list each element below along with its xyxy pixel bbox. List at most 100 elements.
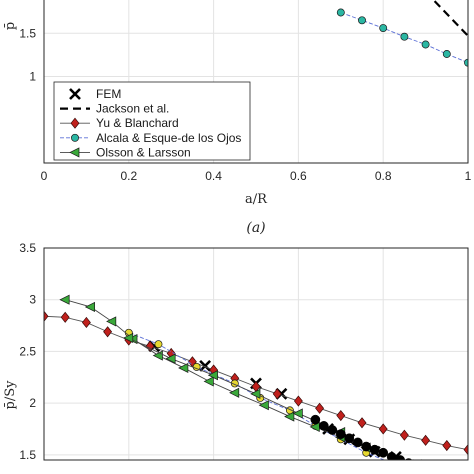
legend-swatch bbox=[69, 147, 80, 158]
panel-a-caption: (a) bbox=[246, 220, 265, 236]
x-tick-label: 0.6 bbox=[290, 169, 307, 183]
data-point-yu-blanchard bbox=[315, 402, 325, 414]
panel-b-y-axis-label: p̄/Sy bbox=[3, 380, 18, 410]
data-point-yu-blanchard bbox=[463, 444, 468, 456]
data-point-fem bbox=[327, 425, 338, 435]
data-point-olsson-larsson bbox=[84, 301, 95, 313]
x-tick-label: 0.4 bbox=[205, 169, 222, 183]
data-point-alcala-esque-de-los-ojos bbox=[442, 50, 451, 58]
legend-swatch bbox=[70, 117, 80, 129]
x-tick-label: 0 bbox=[41, 169, 48, 183]
data-point-fem bbox=[438, 467, 448, 474]
data-point-olsson-larsson bbox=[292, 408, 303, 419]
data-point-olsson-larsson bbox=[258, 400, 269, 411]
data-point-alcala-esque-de-los-ojos bbox=[154, 340, 163, 349]
data-point-fem bbox=[318, 421, 329, 431]
y-tick-label: 1 bbox=[29, 70, 36, 84]
series-line-jackson-et-al bbox=[432, 0, 468, 37]
panel-a-frame bbox=[43, 0, 469, 164]
legend-item-fem: FEM bbox=[69, 87, 121, 101]
data-point-fem bbox=[361, 441, 372, 452]
data-point-yu-blanchard bbox=[60, 311, 70, 323]
data-point-olsson-larsson bbox=[178, 362, 189, 374]
data-point-fem bbox=[344, 433, 355, 444]
series-line-alcala-esque-de-los-ojos bbox=[128, 332, 386, 460]
data-point-yu-blanchard bbox=[103, 326, 113, 338]
legend-item-jackson-et-al: Jackson et al. bbox=[60, 102, 169, 116]
series-jackson-et-al bbox=[432, 0, 468, 37]
data-point-yu-blanchard bbox=[44, 310, 49, 322]
legend-label: Jackson et al. bbox=[96, 102, 169, 116]
legend-label: Alcala & Esque-de los Ojos bbox=[96, 131, 241, 145]
data-point-alcala-esque-de-los-ojos bbox=[421, 40, 430, 49]
data-point-yu-blanchard bbox=[272, 388, 282, 400]
data-point-yu-blanchard bbox=[336, 409, 346, 422]
data-point-yu-blanchard bbox=[399, 429, 409, 441]
legend-item-olsson-larsson: Olsson & Larsson bbox=[60, 145, 191, 159]
data-point-fem bbox=[421, 465, 430, 474]
y-tick-label: 2.5 bbox=[19, 344, 36, 358]
data-point-fem bbox=[459, 469, 469, 474]
data-point-fem bbox=[412, 459, 422, 460]
y-tick-label: 2 bbox=[29, 396, 36, 410]
panel-b-plot-area bbox=[44, 248, 468, 460]
data-point-yu-blanchard bbox=[357, 417, 367, 429]
x-tick-label: 0.2 bbox=[120, 169, 137, 183]
data-point-fem bbox=[310, 414, 321, 425]
legend-box bbox=[53, 81, 251, 161]
series-alcala-esque-de-los-ojos bbox=[336, 8, 468, 67]
legend-item-alcala-esque-de-los-ojos: Alcala & Esque-de los Ojos bbox=[60, 131, 241, 145]
data-point-olsson-larsson bbox=[59, 294, 70, 305]
data-point-olsson-larsson bbox=[165, 353, 176, 364]
data-point-olsson-larsson bbox=[284, 411, 295, 422]
data-point-alcala-esque-de-los-ojos bbox=[400, 32, 409, 41]
legend-label: Yu & Blanchard bbox=[96, 116, 179, 130]
y-tick-label: 3 bbox=[29, 293, 36, 307]
panel-b-frame bbox=[43, 247, 469, 461]
panel-a-series bbox=[336, 0, 468, 67]
data-point-olsson-larsson bbox=[229, 387, 240, 398]
data-point-alcala-esque-de-los-ojos bbox=[414, 467, 421, 474]
data-point-olsson-larsson bbox=[207, 370, 218, 381]
data-point-alcala-esque-de-los-ojos bbox=[379, 24, 388, 33]
panel-a-tick-labels: 0 0.2 0.4 0.6 0.8 1 1 1.5 bbox=[19, 26, 471, 183]
data-point-yu-blanchard bbox=[442, 439, 452, 452]
legend-item-yu-blanchard: Yu & Blanchard bbox=[60, 116, 179, 130]
x-tick-label: 0.8 bbox=[375, 169, 392, 183]
series-line-olsson-larsson bbox=[128, 337, 341, 433]
data-point-alcala-esque-de-los-ojos bbox=[336, 8, 345, 17]
panel-a-y-axis-label: p̄ bbox=[3, 22, 18, 30]
data-point-yu-blanchard bbox=[293, 395, 303, 407]
x-tick-label: 1 bbox=[465, 169, 472, 183]
data-point-olsson-larsson bbox=[250, 388, 261, 399]
data-point-fem bbox=[378, 447, 389, 458]
data-point-olsson-larsson bbox=[123, 332, 134, 344]
data-point-fem bbox=[352, 437, 363, 448]
data-point-fem bbox=[369, 444, 380, 455]
y-tick-label: 3.5 bbox=[19, 241, 36, 255]
data-point-yu-blanchard bbox=[421, 434, 431, 446]
panel-a-x-axis-label: a/R bbox=[245, 192, 268, 207]
panel-a-chart: 0 0.2 0.4 0.6 0.8 1 1 1.5 a/R p̄ (a) FEMJackson… bbox=[3, 0, 472, 236]
legend-label: Olsson & Larsson bbox=[96, 145, 191, 159]
data-point-fem bbox=[413, 462, 422, 471]
data-point-yu-blanchard bbox=[378, 423, 388, 435]
data-point-alcala-esque-de-los-ojos bbox=[358, 16, 366, 25]
data-point-yu-blanchard bbox=[81, 316, 91, 329]
legend-swatch bbox=[69, 88, 81, 100]
data-point-olsson-larsson bbox=[203, 376, 214, 387]
data-point-fem bbox=[386, 452, 397, 460]
y-tick-label: 1.5 bbox=[19, 448, 36, 462]
panel-b-series bbox=[44, 294, 469, 474]
legend-swatch bbox=[71, 133, 79, 142]
data-point-olsson-larsson bbox=[106, 316, 117, 327]
data-point-alcala-esque-de-los-ojos bbox=[389, 459, 395, 460]
legend-label: FEM bbox=[96, 87, 121, 101]
panel-b-chart: 1.5 2 2.5 3 3.5 p̄/Sy bbox=[3, 241, 469, 474]
y-tick-label: 1.5 bbox=[19, 26, 36, 40]
series-fem bbox=[310, 414, 430, 474]
data-point-fem bbox=[335, 429, 346, 439]
panel-b-tick-labels: 1.5 2 2.5 3 3.5 bbox=[19, 241, 36, 462]
